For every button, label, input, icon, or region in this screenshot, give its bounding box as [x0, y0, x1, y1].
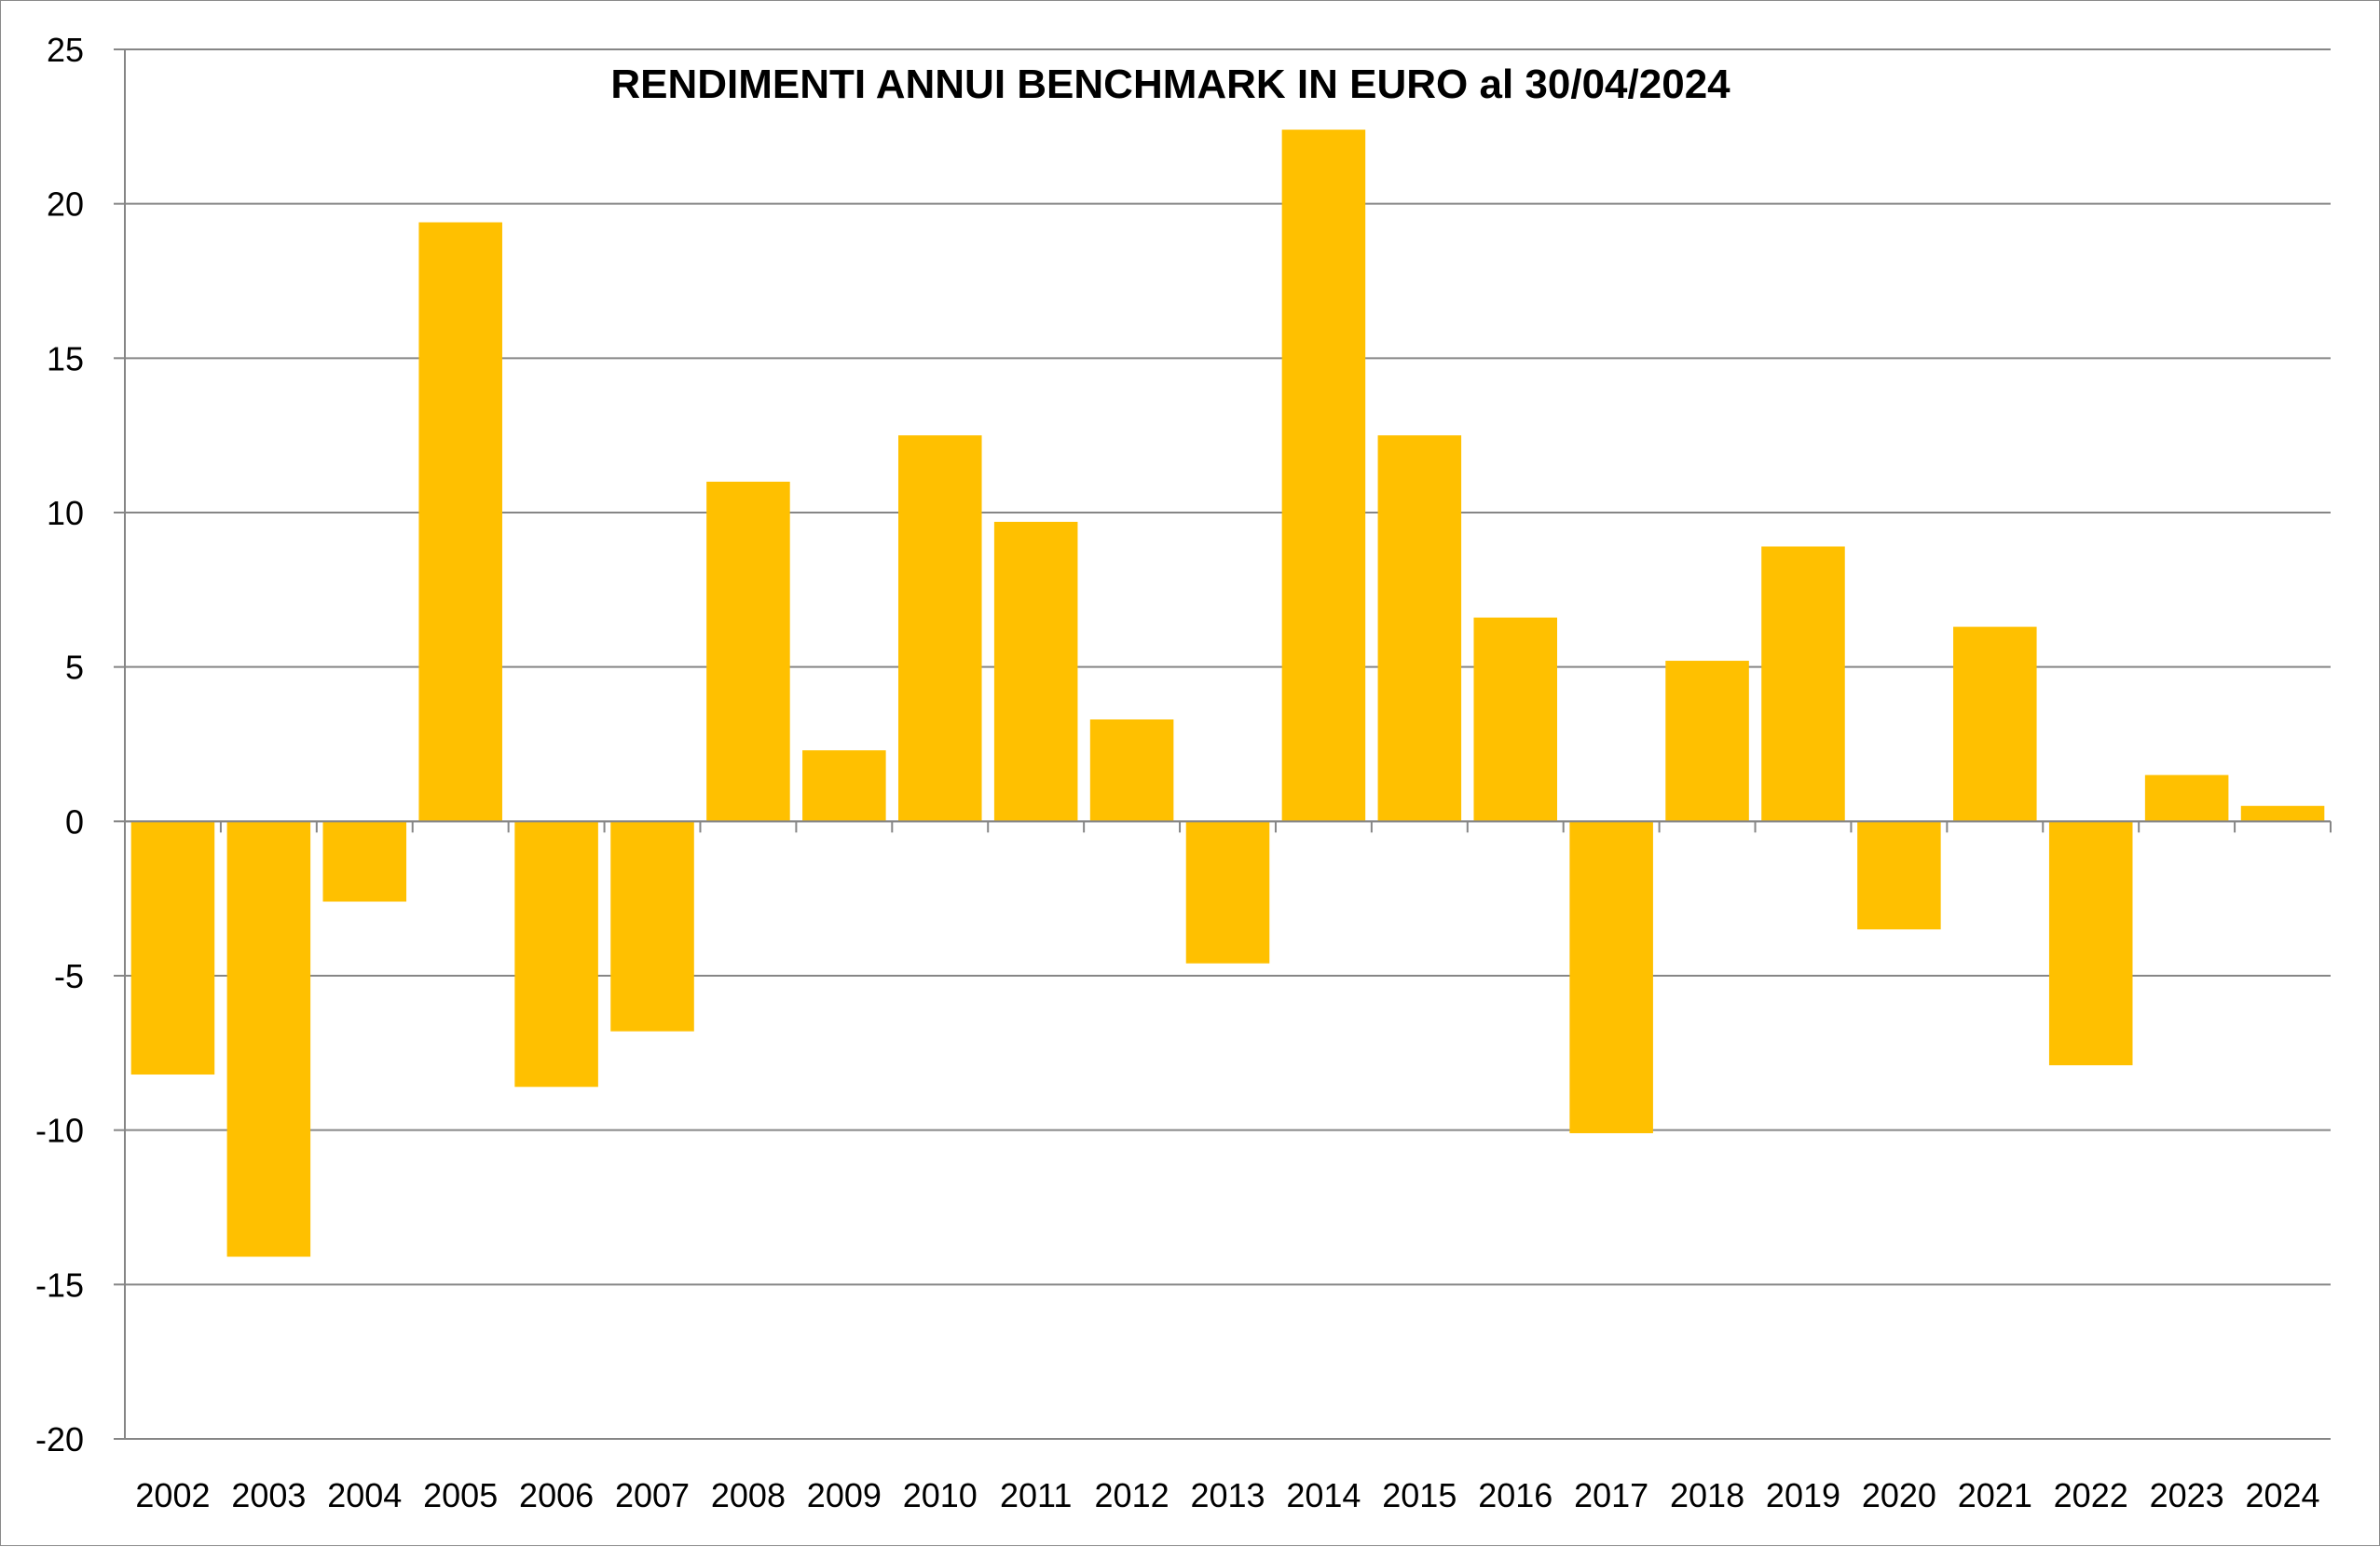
- y-tick-label: 20: [47, 185, 84, 224]
- x-tick-label-2024: 2024: [2245, 1476, 2319, 1514]
- bar-2015: [1377, 435, 1462, 822]
- x-tick-label-2016: 2016: [1478, 1476, 1552, 1514]
- x-tick-label-2015: 2015: [1382, 1476, 1457, 1514]
- bar-2008: [706, 481, 790, 822]
- y-tick-label: -20: [35, 1420, 84, 1458]
- y-tick-label: 15: [47, 339, 84, 377]
- bar-2002: [130, 821, 215, 1075]
- x-tick-label-2002: 2002: [135, 1476, 210, 1514]
- y-tick-label: 0: [65, 802, 84, 841]
- bar-2006: [514, 821, 598, 1088]
- bar-2004: [322, 821, 407, 902]
- x-tick-label-2011: 2011: [1000, 1476, 1072, 1514]
- x-tick-label-2019: 2019: [1766, 1476, 1840, 1514]
- axes: [114, 48, 2332, 1440]
- bar-2020: [1857, 821, 1941, 930]
- bar-2011: [993, 521, 1078, 822]
- bar-2007: [610, 821, 694, 1032]
- x-tick-label-2022: 2022: [2054, 1476, 2128, 1514]
- bar-2023: [2144, 774, 2229, 822]
- bar-2012: [1089, 719, 1174, 822]
- x-tick-label-2021: 2021: [1958, 1476, 2032, 1514]
- y-tick-label: 5: [65, 649, 84, 687]
- x-tick-label-2003: 2003: [231, 1476, 306, 1514]
- x-tick-label-2017: 2017: [1574, 1476, 1648, 1514]
- bar-2019: [1761, 546, 1845, 822]
- x-tick-label-2005: 2005: [423, 1476, 498, 1514]
- x-tick-labels: 2002 2003 2004 2005 2006 2007 2008 2009 2010 2011…: [135, 1476, 2319, 1514]
- y-tick-label: 25: [47, 31, 84, 69]
- x-tick-label-2013: 2013: [1190, 1476, 1265, 1514]
- bar-2018: [1665, 661, 1749, 822]
- y-tick-label: -5: [54, 957, 84, 995]
- x-tick-label-2009: 2009: [807, 1476, 882, 1514]
- chart-title: RENDIMENTI ANNUI BENCHMARK IN EURO al 30…: [610, 62, 1730, 107]
- x-tick-label-2014: 2014: [1286, 1476, 1361, 1514]
- bar-2014: [1281, 130, 1366, 822]
- bar-2022: [2048, 821, 2133, 1066]
- bar-2010: [897, 435, 982, 822]
- x-tick-label-2012: 2012: [1095, 1476, 1169, 1514]
- x-tick-label-2008: 2008: [711, 1476, 786, 1514]
- x-tick-label-2020: 2020: [1862, 1476, 1936, 1514]
- bar-2013: [1185, 821, 1270, 964]
- bar-2009: [802, 750, 886, 822]
- bar-2017: [1569, 821, 1653, 1133]
- y-tick-labels: 25 20 15 10 5 0 -5 -10 -15 -20: [35, 31, 84, 1458]
- bar-2024: [2240, 805, 2325, 822]
- y-tick-label: 10: [47, 494, 84, 532]
- x-tick-label-2007: 2007: [615, 1476, 690, 1514]
- bar-2003: [226, 821, 311, 1257]
- x-tick-label-2006: 2006: [519, 1476, 594, 1514]
- y-tick-label: -10: [35, 1112, 84, 1150]
- x-tick-label-2004: 2004: [327, 1476, 402, 1514]
- y-tick-label: -15: [35, 1266, 84, 1304]
- bar-2021: [1953, 626, 2037, 822]
- x-tick-label-2010: 2010: [903, 1476, 978, 1514]
- x-tick-label-2018: 2018: [1670, 1476, 1744, 1514]
- bar-2016: [1473, 617, 1558, 822]
- x-tick-label-2023: 2023: [2150, 1476, 2224, 1514]
- bars: [130, 130, 2325, 1257]
- bar-2005: [418, 222, 502, 822]
